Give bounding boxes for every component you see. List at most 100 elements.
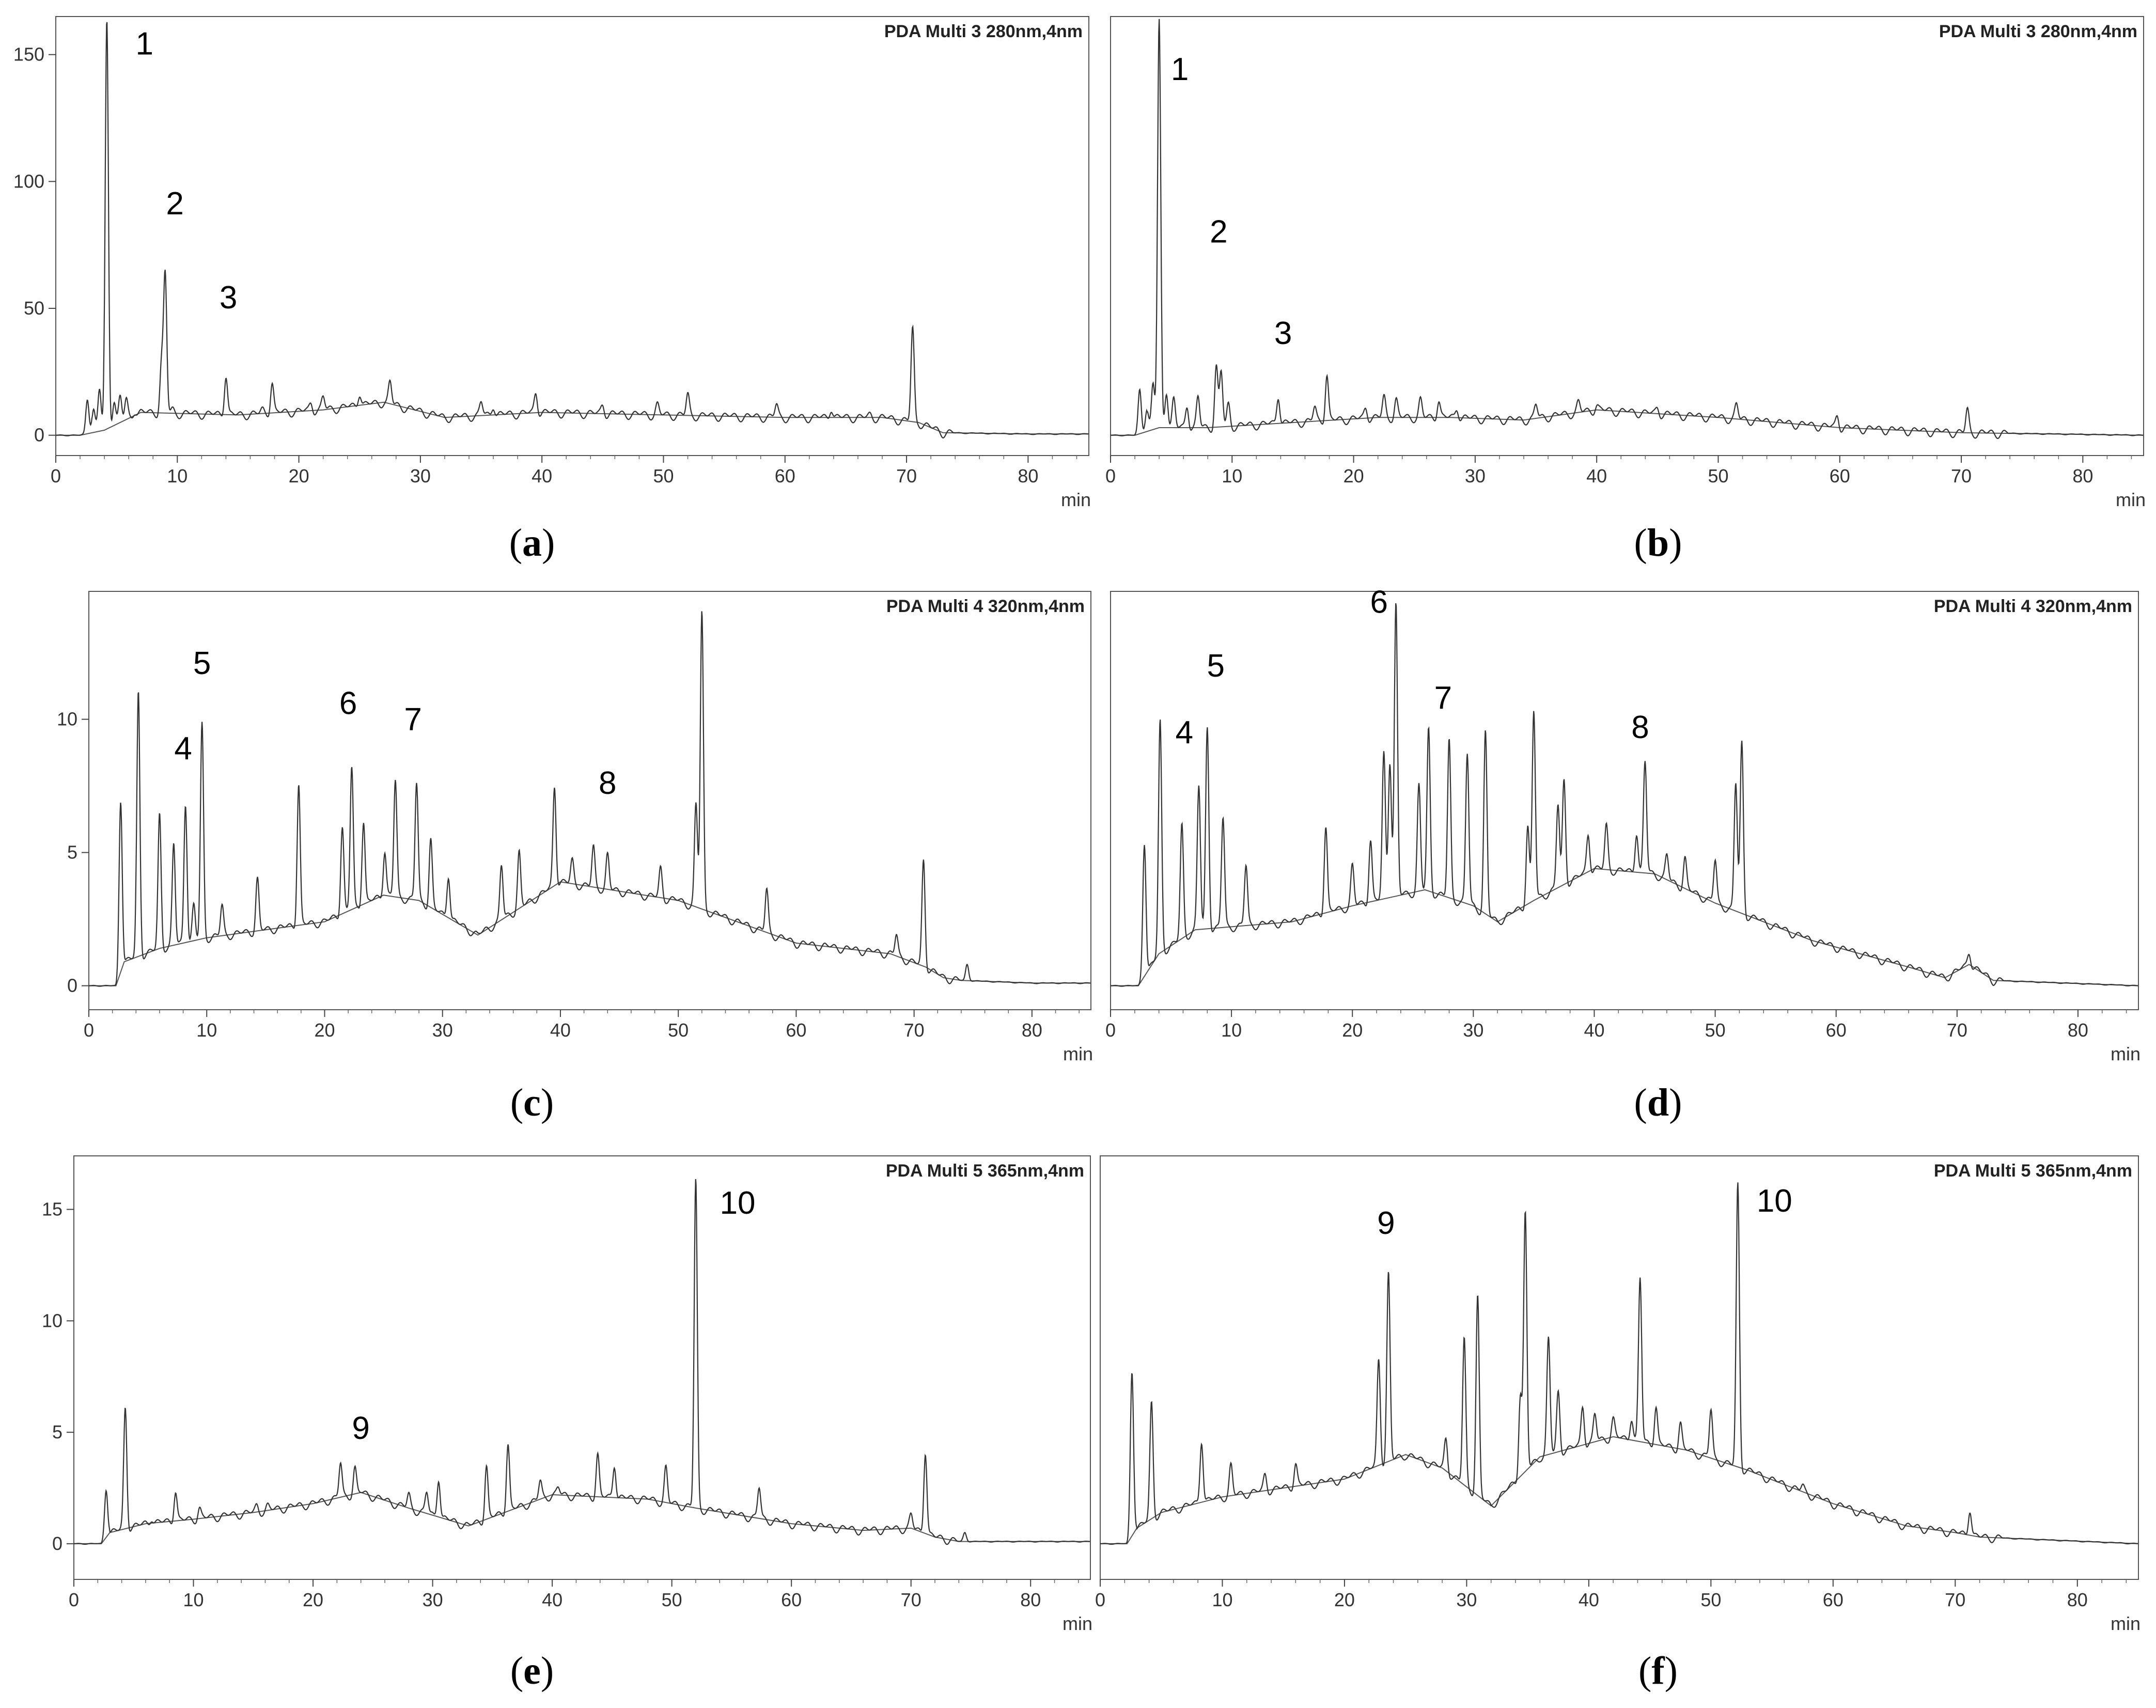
peak-label-3: 3: [220, 280, 237, 316]
x-tick-label: 40: [532, 465, 552, 487]
x-tick-label: 80: [2068, 1020, 2088, 1041]
peak-label-1: 1: [136, 26, 153, 62]
x-tick-label: 0: [69, 1589, 79, 1610]
panel-caption-letter: b: [1647, 521, 1669, 565]
signal-trace: [1100, 1182, 2138, 1545]
plot-frame: [88, 591, 1091, 1010]
x-tick-label: 20: [289, 465, 309, 487]
integration-baseline: [74, 1492, 1090, 1544]
peak-label-4: 4: [174, 731, 192, 766]
x-tick-label: 20: [303, 1589, 323, 1610]
x-tick-label: 0: [1095, 1589, 1105, 1610]
x-tick-label: 20: [1342, 1020, 1363, 1041]
x-tick-label: 50: [1700, 1589, 1721, 1610]
chromatogram-chart-f: 0 10 20 30 40 50 60 70 80 min PDA Multi 5 365nm,4n…: [1095, 1155, 2141, 1634]
panel-caption-a: (a): [509, 521, 555, 565]
peak-label-1: 1: [1171, 52, 1189, 87]
y-tick-label: 5: [52, 1421, 63, 1443]
x-tick-label: 50: [662, 1589, 682, 1610]
x-tick-label: 30: [432, 1020, 453, 1041]
peak-label-7: 7: [1434, 680, 1452, 716]
x-tick-label: 0: [51, 465, 61, 487]
x-tick-label: 10: [196, 1020, 217, 1041]
integration-baseline: [56, 401, 1089, 436]
x-axis-unit-label: min: [2111, 1613, 2141, 1634]
x-tick-label: 30: [410, 465, 431, 487]
plot-frame: [1100, 1155, 2139, 1580]
x-tick-label: 30: [1456, 1589, 1477, 1610]
integration-baseline: [1111, 868, 2139, 986]
detector-channel-label: PDA Multi 5 365nm,4nm: [886, 1161, 1084, 1181]
x-tick-label: 10: [1222, 465, 1242, 487]
y-tick-label: 10: [42, 1310, 63, 1331]
x-tick-label: 80: [2072, 465, 2093, 487]
peak-label-6: 6: [339, 685, 357, 721]
x-tick-label: 40: [1586, 465, 1607, 487]
x-tick-label: 70: [1945, 1589, 1965, 1610]
panel-caption-letter: d: [1647, 1081, 1669, 1124]
panel-caption-letter: c: [523, 1081, 541, 1124]
integration-baseline: [1100, 1436, 2139, 1544]
peak-label-9: 9: [352, 1411, 369, 1446]
x-tick-label: 50: [1708, 465, 1728, 487]
signal-trace: [89, 611, 1091, 987]
y-tick-label: 10: [57, 709, 77, 730]
x-tick-label: 70: [904, 1020, 925, 1041]
panel-caption-letter: e: [523, 1649, 541, 1693]
x-tick-label: 50: [653, 465, 674, 487]
x-tick-label: 0: [84, 1020, 94, 1041]
x-tick-label: 40: [1579, 1589, 1599, 1610]
peak-label-2: 2: [166, 186, 183, 222]
x-tick-label: 80: [1022, 1020, 1042, 1041]
x-tick-label: 30: [423, 1589, 443, 1610]
x-tick-label: 40: [1584, 1020, 1604, 1041]
x-tick-label: 0: [1105, 465, 1116, 487]
chromatogram-chart-b: 0 10 20 30 40 50 60 70 80 min PDA Multi 3 280nm,4n…: [1105, 16, 2146, 510]
chromatogram-chart-c: 0 10 20 30 40 50 60 70 80 0 5 10 min PDA Multi 4 320n…: [57, 591, 1093, 1064]
x-tick-label: 60: [1823, 1589, 1843, 1610]
chromatogram-chart-e: 0 10 20 30 40 50 60 70 80 0 5 10 15 min PDA Multi 5 36…: [42, 1155, 1092, 1634]
peak-label-5: 5: [193, 646, 211, 681]
x-axis-unit-label: min: [1063, 1043, 1093, 1064]
x-tick-label: 60: [786, 1020, 806, 1041]
y-tick-label: 150: [13, 44, 44, 65]
panel-caption-letter: a: [522, 521, 542, 565]
integration-baseline: [89, 881, 1091, 986]
signal-trace: [74, 1179, 1090, 1545]
peak-label-6: 6: [1370, 584, 1387, 620]
x-tick-label: 30: [1463, 1020, 1483, 1041]
x-tick-label: 60: [781, 1589, 802, 1610]
peak-label-10: 10: [720, 1185, 756, 1221]
x-axis-unit-label: min: [2116, 489, 2146, 510]
plot-frame: [1110, 591, 2139, 1010]
detector-channel-label: PDA Multi 3 280nm,4nm: [884, 22, 1083, 41]
x-tick-label: 60: [775, 465, 795, 487]
x-tick-label: 80: [1018, 465, 1038, 487]
peak-label-4: 4: [1176, 715, 1193, 750]
chromatogram-chart-d: 0 10 20 30 40 50 60 70 80 min PDA Multi 4 320nm,4n…: [1105, 584, 2141, 1064]
x-tick-label: 70: [901, 1589, 921, 1610]
detector-channel-label: PDA Multi 5 365nm,4nm: [1934, 1161, 2132, 1181]
x-tick-label: 60: [1826, 1020, 1847, 1041]
panel-caption-e: (e): [510, 1649, 554, 1693]
x-tick-label: 20: [1334, 1589, 1355, 1610]
y-tick-label: 50: [24, 297, 44, 319]
panel-caption-b: (b): [1634, 521, 1682, 565]
x-tick-label: 20: [314, 1020, 335, 1041]
panel-caption-d: (d): [1634, 1081, 1682, 1124]
y-tick-label: 0: [34, 425, 44, 446]
x-tick-label: 80: [2067, 1589, 2088, 1610]
peak-label-7: 7: [404, 701, 421, 737]
signal-trace: [56, 22, 1089, 439]
x-tick-label: 10: [1221, 1020, 1242, 1041]
peak-label-5: 5: [1207, 648, 1224, 684]
panel-caption-f: (f): [1638, 1649, 1678, 1693]
x-tick-label: 50: [668, 1020, 689, 1041]
peak-label-9: 9: [1377, 1205, 1395, 1241]
plot-frame: [55, 16, 1089, 456]
x-tick-label: 20: [1343, 465, 1364, 487]
y-tick-label: 15: [42, 1199, 63, 1220]
x-tick-label: 10: [1212, 1589, 1232, 1610]
x-tick-label: 80: [1020, 1589, 1041, 1610]
x-tick-label: 40: [542, 1589, 563, 1610]
